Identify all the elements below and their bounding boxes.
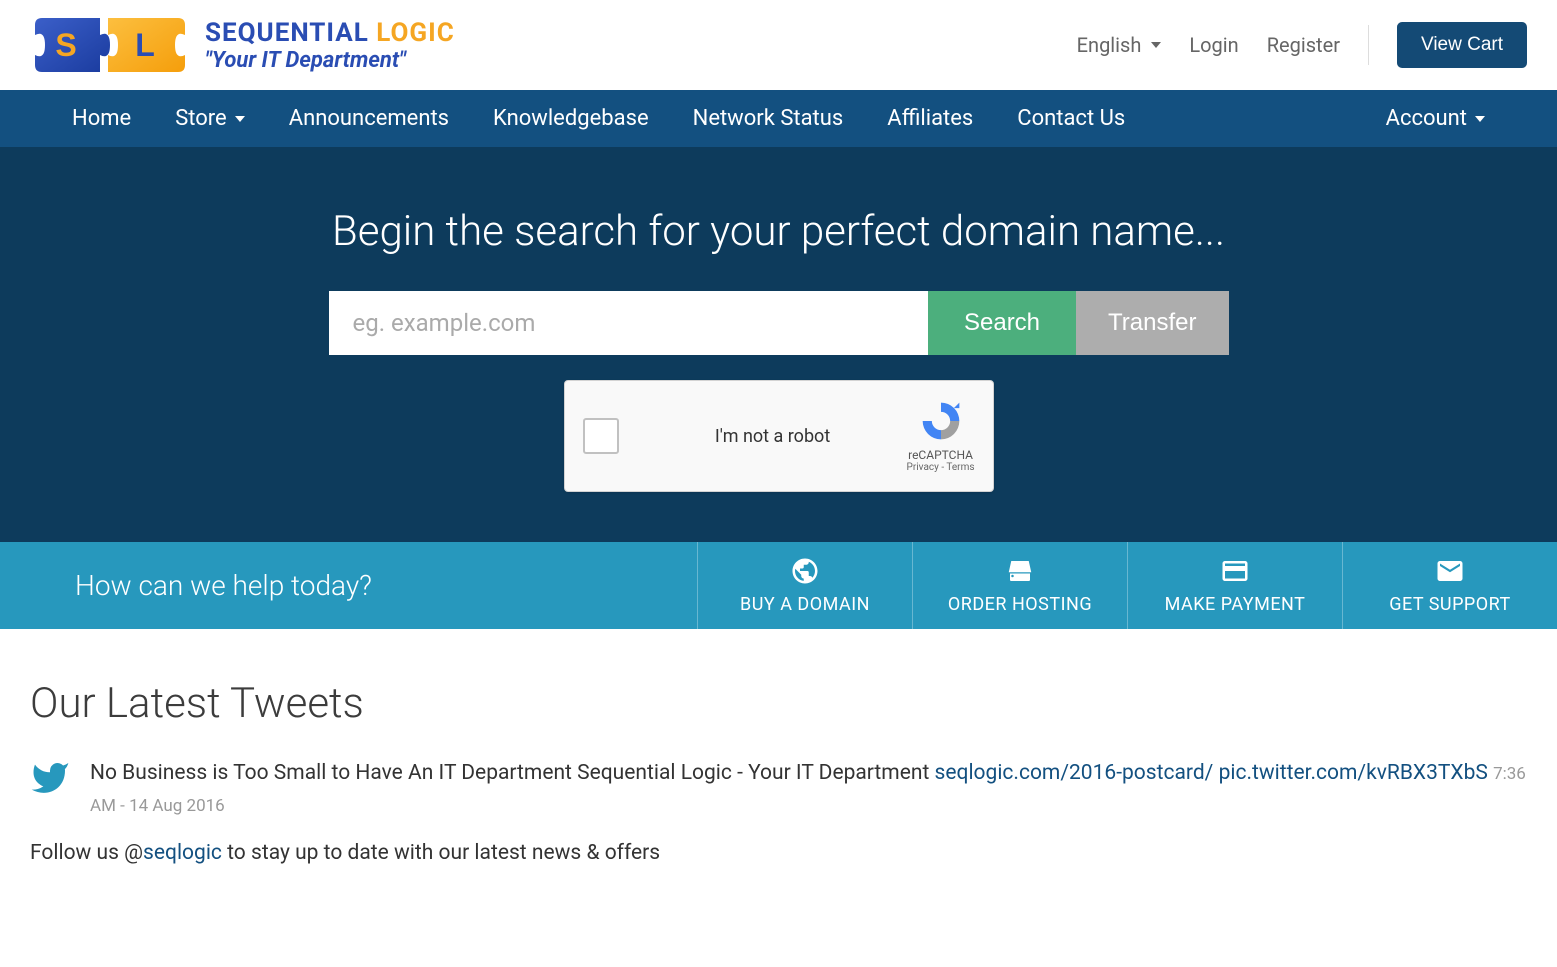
tweet-item: No Business is Too Small to Have An IT D… — [30, 758, 1527, 821]
follow-handle[interactable]: seqlogic — [143, 841, 222, 865]
nav-account-label: Account — [1386, 106, 1467, 131]
help-get-support[interactable]: GET SUPPORT — [1342, 542, 1557, 629]
logo[interactable]: S L SEQUENTIAL LOGIC "Your IT Department… — [30, 10, 455, 80]
caret-down-icon — [1151, 42, 1161, 48]
register-link[interactable]: Register — [1267, 33, 1340, 57]
logo-word-1: SEQUENTIAL — [205, 18, 369, 48]
search-button[interactable]: Search — [928, 291, 1076, 355]
recaptcha-label: I'm not a robot — [639, 426, 907, 447]
tweets-title: Our Latest Tweets — [30, 679, 1527, 728]
nav-knowledgebase[interactable]: Knowledgebase — [471, 90, 671, 147]
follow-post: to stay up to date with our latest news … — [222, 841, 660, 865]
help-bar: How can we help today? BUY A DOMAIN ORDE… — [0, 542, 1557, 629]
nav-home[interactable]: Home — [50, 90, 153, 147]
help-get-support-label: GET SUPPORT — [1389, 594, 1511, 615]
tweets-section: Our Latest Tweets No Business is Too Sma… — [0, 629, 1557, 885]
hero-title: Begin the search for your perfect domain… — [30, 207, 1527, 256]
nav-network-status[interactable]: Network Status — [671, 90, 866, 147]
login-link[interactable]: Login — [1189, 33, 1238, 57]
help-make-payment[interactable]: MAKE PAYMENT — [1127, 542, 1342, 629]
help-buy-domain[interactable]: BUY A DOMAIN — [697, 542, 912, 629]
svg-text:L: L — [135, 27, 155, 63]
globe-icon — [790, 556, 820, 586]
caret-down-icon — [235, 116, 245, 122]
follow-line: Follow us @seqlogic to stay up to date w… — [30, 841, 1527, 865]
language-selector[interactable]: English — [1077, 33, 1162, 57]
tweet-body: No Business is Too Small to Have An IT D… — [90, 758, 1527, 821]
svg-text:S: S — [55, 27, 76, 63]
nav-store-label: Store — [175, 106, 227, 131]
recaptcha-privacy[interactable]: Privacy — [907, 462, 939, 473]
hero-section: Begin the search for your perfect domain… — [0, 147, 1557, 542]
caret-down-icon — [1475, 116, 1485, 122]
header-right: English Login Register View Cart — [1077, 22, 1527, 68]
recaptcha-badge: reCAPTCHA Privacy - Terms — [907, 399, 975, 473]
domain-search-input[interactable] — [329, 291, 928, 355]
view-cart-button[interactable]: View Cart — [1397, 22, 1527, 68]
tweet-text: No Business is Too Small to Have An IT D… — [90, 761, 935, 785]
transfer-button[interactable]: Transfer — [1076, 291, 1228, 355]
logo-text: SEQUENTIAL LOGIC "Your IT Department" — [205, 18, 455, 73]
domain-search-group: Search Transfer — [329, 291, 1229, 355]
nav-account[interactable]: Account — [1364, 90, 1507, 147]
divider — [1368, 25, 1369, 65]
help-order-hosting-label: ORDER HOSTING — [948, 594, 1092, 615]
tweet-link-2[interactable]: pic.twitter.com/kvRBX3TXbS — [1219, 761, 1488, 785]
nav-affiliates[interactable]: Affiliates — [865, 90, 995, 147]
credit-card-icon — [1220, 556, 1250, 586]
recaptcha-terms[interactable]: Terms — [946, 462, 974, 473]
help-make-payment-label: MAKE PAYMENT — [1165, 594, 1306, 615]
help-buy-domain-label: BUY A DOMAIN — [740, 594, 870, 615]
nav-store[interactable]: Store — [153, 90, 267, 147]
envelope-icon — [1435, 556, 1465, 586]
recaptcha-icon — [919, 399, 963, 443]
logo-puzzle-icon: S L — [30, 10, 190, 80]
logo-tagline: "Your IT Department" — [205, 48, 455, 73]
hdd-icon — [1005, 556, 1035, 586]
twitter-icon — [30, 758, 70, 821]
help-order-hosting[interactable]: ORDER HOSTING — [912, 542, 1127, 629]
recaptcha-checkbox[interactable] — [583, 418, 619, 454]
tweet-link-1[interactable]: seqlogic.com/2016-postcard/ — [935, 761, 1214, 785]
language-label: English — [1077, 33, 1142, 57]
recaptcha-name: reCAPTCHA — [907, 448, 975, 462]
main-nav: Home Store Announcements Knowledgebase N… — [0, 90, 1557, 147]
nav-contact-us[interactable]: Contact Us — [995, 90, 1147, 147]
follow-pre: Follow us @ — [30, 841, 143, 865]
nav-announcements[interactable]: Announcements — [267, 90, 471, 147]
header: S L SEQUENTIAL LOGIC "Your IT Department… — [0, 0, 1557, 90]
logo-word-2: LOGIC — [376, 18, 455, 48]
help-title: How can we help today? — [0, 542, 697, 629]
recaptcha: I'm not a robot reCAPTCHA Privacy - Term… — [564, 380, 994, 492]
